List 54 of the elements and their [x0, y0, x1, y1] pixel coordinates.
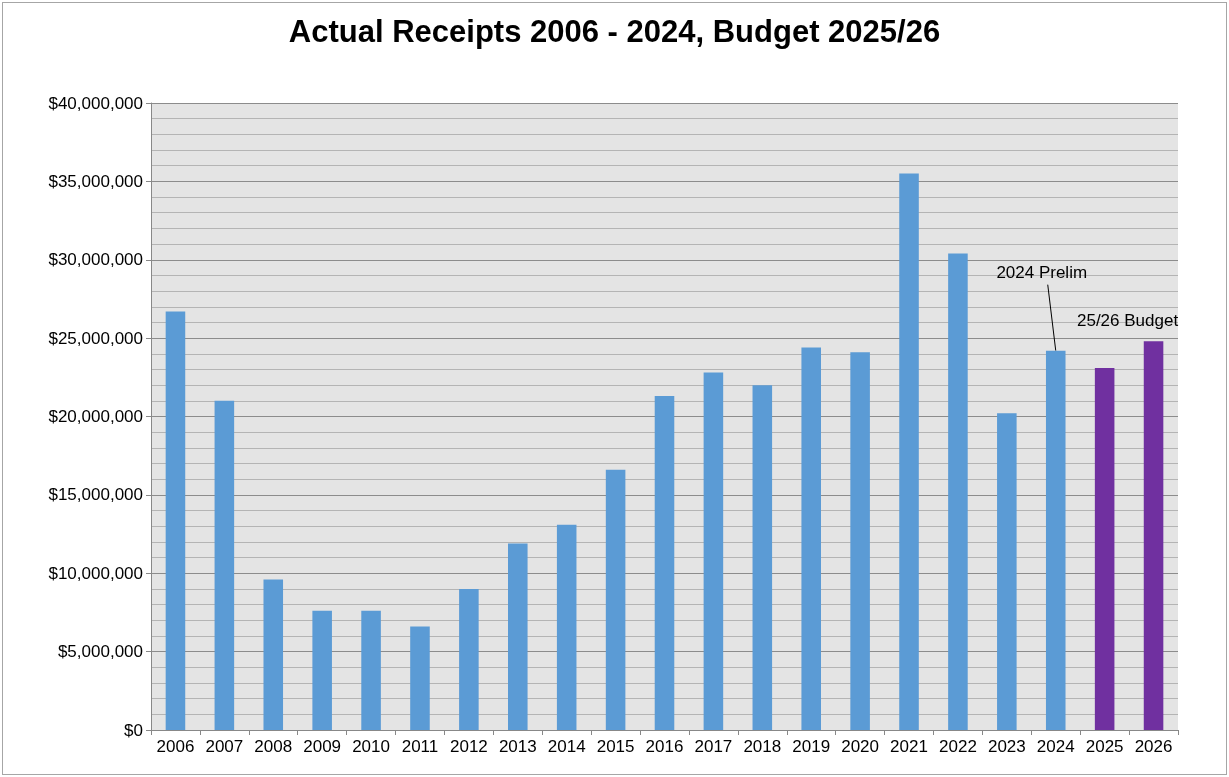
x-tick-label: 2008 — [254, 737, 293, 756]
y-tick-label: $0 — [124, 720, 143, 740]
chart-title: Actual Receipts 2006 - 2024, Budget 2025/26 — [288, 14, 941, 49]
x-tick-label: 2022 — [939, 737, 977, 756]
annotation: 25/26 Budget — [1076, 310, 1179, 330]
bar — [703, 372, 724, 730]
bar — [1094, 367, 1115, 730]
bar — [997, 413, 1017, 730]
x-tick-label: 2016 — [645, 737, 684, 756]
x-tick-label: 2021 — [890, 737, 928, 756]
y-tick-label: $40,000,000 — [48, 93, 143, 113]
bar — [752, 385, 773, 730]
y-tick-label: $15,000,000 — [48, 485, 143, 505]
x-tick-label: 2018 — [743, 737, 782, 756]
x-tick-label: 2014 — [547, 737, 586, 756]
bar — [556, 524, 577, 730]
x-tick-label: 2012 — [449, 737, 488, 756]
x-tick-label: 2015 — [596, 737, 635, 756]
bar — [899, 173, 919, 730]
x-tick-label: 2026 — [1134, 737, 1173, 756]
bar — [654, 396, 675, 730]
bar — [263, 579, 284, 730]
bar — [605, 469, 626, 730]
x-tick-label: 2010 — [352, 737, 390, 756]
y-tick-label: $10,000,000 — [48, 563, 143, 583]
bar — [410, 626, 430, 730]
y-tick-label: $30,000,000 — [48, 250, 143, 270]
bar — [459, 588, 479, 730]
x-tick-label: 2011 — [401, 737, 439, 756]
x-tick-label: 2024 — [1036, 737, 1075, 756]
annotation: 2024 Prelim — [996, 263, 1088, 283]
x-tick-label: 2023 — [987, 737, 1026, 756]
bar — [361, 610, 381, 730]
bar — [850, 352, 870, 730]
y-tick-label: $20,000,000 — [48, 407, 143, 426]
x-tick-label: 2017 — [694, 737, 733, 756]
x-tick-label: 2019 — [792, 737, 831, 756]
bar — [508, 543, 528, 730]
bar — [801, 347, 821, 730]
bar — [214, 400, 235, 730]
bar — [1143, 341, 1164, 730]
bar — [165, 311, 186, 730]
y-tick-label: $25,000,000 — [48, 328, 143, 348]
x-tick-label: 2020 — [841, 737, 880, 756]
bar — [312, 610, 332, 730]
bar — [948, 253, 968, 730]
x-tick-label: 2009 — [303, 737, 342, 756]
x-tick-label: 2025 — [1085, 737, 1124, 756]
y-tick-label: $5,000,000 — [57, 642, 143, 662]
x-tick-label: 2007 — [205, 737, 244, 756]
bar — [1045, 350, 1066, 730]
y-tick-label: $35,000,000 — [48, 171, 143, 191]
x-tick-label: 2013 — [498, 737, 537, 756]
x-tick-label: 2006 — [156, 737, 195, 756]
